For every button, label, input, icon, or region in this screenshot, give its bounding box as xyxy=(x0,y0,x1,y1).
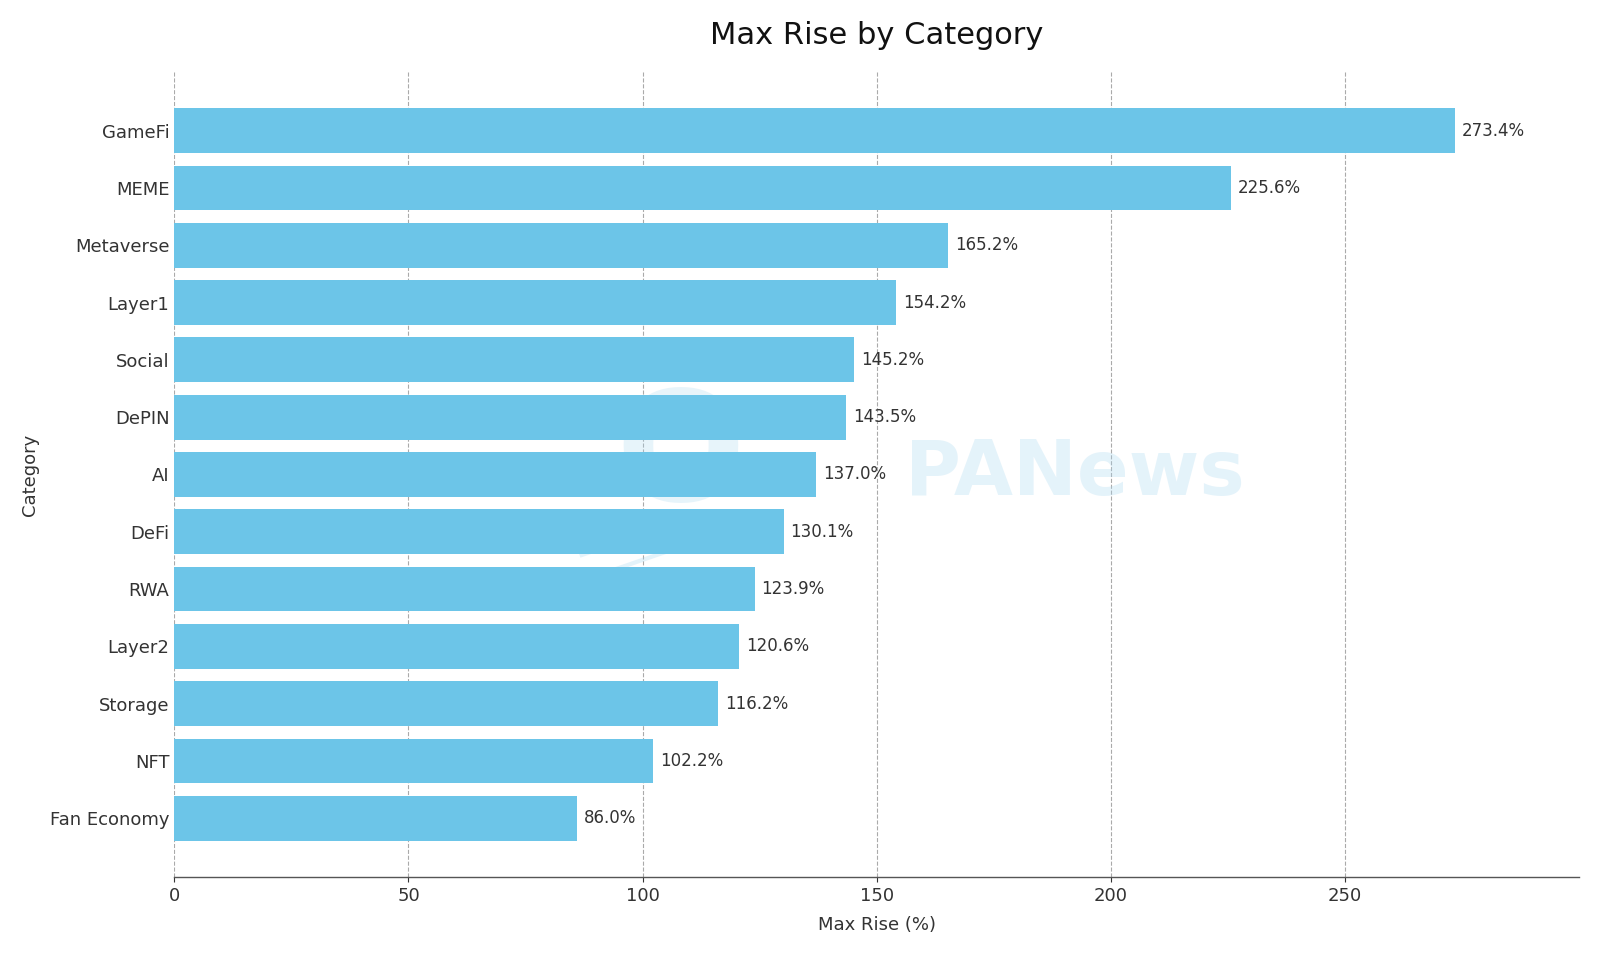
Bar xyxy=(174,624,739,668)
Text: 116.2%: 116.2% xyxy=(725,694,789,712)
X-axis label: Max Rise (%): Max Rise (%) xyxy=(818,916,936,934)
Y-axis label: Category: Category xyxy=(21,434,38,516)
Text: 154.2%: 154.2% xyxy=(904,293,966,311)
Text: 102.2%: 102.2% xyxy=(659,752,723,770)
Text: 123.9%: 123.9% xyxy=(762,580,824,598)
Bar xyxy=(174,223,947,267)
Bar xyxy=(174,394,846,439)
Text: 143.5%: 143.5% xyxy=(853,408,917,426)
Text: 165.2%: 165.2% xyxy=(955,236,1018,254)
Text: 120.6%: 120.6% xyxy=(746,637,810,655)
Text: PANews: PANews xyxy=(906,437,1245,512)
Bar xyxy=(174,738,653,783)
Text: 130.1%: 130.1% xyxy=(790,522,854,541)
Text: 273.4%: 273.4% xyxy=(1462,121,1525,139)
Bar xyxy=(174,796,578,840)
Text: 137.0%: 137.0% xyxy=(822,465,886,483)
Bar xyxy=(174,165,1230,210)
Text: 86.0%: 86.0% xyxy=(584,809,637,827)
Title: Max Rise by Category: Max Rise by Category xyxy=(710,21,1043,50)
Bar xyxy=(174,452,816,497)
Text: O: O xyxy=(614,384,746,533)
Text: 225.6%: 225.6% xyxy=(1238,179,1301,197)
Bar xyxy=(174,337,854,382)
Bar xyxy=(174,509,784,554)
Bar xyxy=(174,681,718,726)
Bar xyxy=(174,566,755,611)
Text: 145.2%: 145.2% xyxy=(861,350,925,369)
Bar xyxy=(174,108,1454,153)
Bar xyxy=(174,280,896,325)
